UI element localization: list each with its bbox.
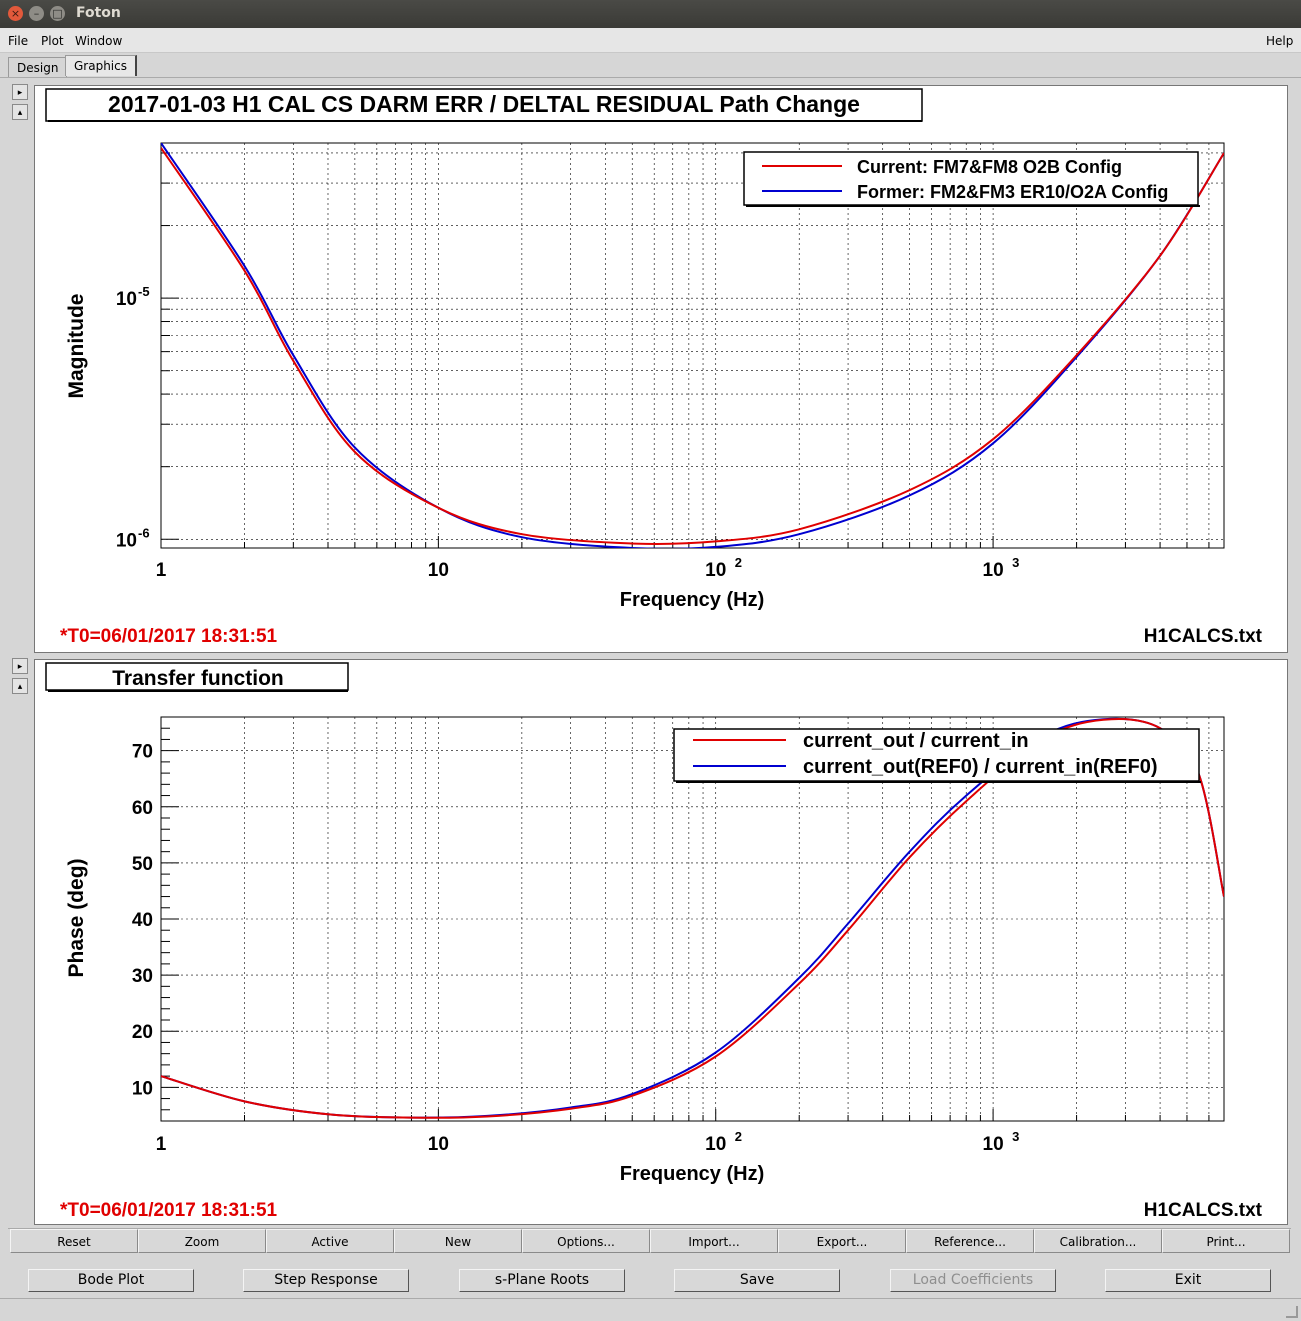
plot2-legend <box>673 728 1200 782</box>
window-title: Foton <box>76 5 121 21</box>
plot2-grid <box>160 716 1224 1121</box>
y-tick-label: 10 <box>132 1078 153 1099</box>
x-tick-exponent: 2 <box>735 555 742 570</box>
reference-button[interactable]: Reference... <box>906 1229 1034 1253</box>
plot2-filename: H1CALCS.txt <box>1144 1200 1263 1221</box>
calibration-button[interactable]: Calibration... <box>1034 1229 1162 1253</box>
menu-help[interactable]: Help <box>1266 34 1294 48</box>
plot1-lines <box>161 143 1224 548</box>
options-button[interactable]: Options... <box>522 1229 650 1253</box>
expand-right-icon[interactable]: ▸ <box>12 84 28 100</box>
status-bar <box>0 1298 1301 1321</box>
plot1-t0: *T0=06/01/2017 18:31:51 <box>60 626 278 647</box>
magnitude-plot-canvas[interactable]: 2017-01-03 H1 CAL CS DARM ERR / DELTAL R… <box>34 85 1288 653</box>
series-line <box>161 718 1224 1119</box>
menu-plot[interactable]: Plot <box>41 34 64 48</box>
tab-design[interactable]: Design <box>8 57 68 78</box>
tab-bar: Design Graphics <box>0 53 1301 78</box>
collapse-up-icon[interactable]: ▴ <box>12 678 28 694</box>
step-response-button[interactable]: Step Response <box>243 1269 409 1292</box>
y-tick-label: 20 <box>132 1022 153 1043</box>
x-tick-label: 10 <box>705 560 726 581</box>
x-tick-label: 10 <box>983 1134 1004 1155</box>
collapse-up-icon[interactable]: ▴ <box>12 104 28 120</box>
save-button[interactable]: Save <box>674 1269 840 1292</box>
y-tick-exponent: -5 <box>138 284 150 299</box>
plot1-xlabel: Frequency (Hz) <box>620 589 764 611</box>
y-tick-label: 50 <box>132 854 153 875</box>
x-tick-label: 10 <box>705 1134 726 1155</box>
exit-button[interactable]: Exit <box>1105 1269 1271 1292</box>
y-tick-exponent: -6 <box>138 525 150 540</box>
plot1-ylabel: Magnitude <box>65 294 88 399</box>
x-tick-label: 10 <box>983 560 1004 581</box>
export-button[interactable]: Export... <box>778 1229 906 1253</box>
y-tick-label: 70 <box>132 742 153 763</box>
phase-plot-canvas[interactable]: Transfer function 1 10 10 2 10 3 70 60 50 40 30 20… <box>34 659 1288 1225</box>
series-line <box>161 143 1224 548</box>
y-tick-label: 10 <box>116 530 137 551</box>
legend-former-label: Former: FM2&FM3 ER10/O2A Config <box>857 182 1168 202</box>
plot2-ylabel: Phase (deg) <box>65 858 88 977</box>
plot2-frame <box>160 716 1225 1122</box>
plot1-grid <box>160 143 1224 548</box>
print-button[interactable]: Print... <box>1162 1229 1290 1253</box>
y-tick-label: 30 <box>132 966 153 987</box>
minimize-icon[interactable]: – <box>29 6 44 21</box>
x-tick-label: 1 <box>156 560 167 581</box>
plot2-y-ticks: 70 60 50 40 30 20 10 <box>132 742 153 1100</box>
graphics-pane: ▸ ▴ ▸ ▴ 2017-01-03 H1 CAL CS DARM ERR / … <box>0 77 1301 1226</box>
bode-plot-button[interactable]: Bode Plot <box>28 1269 194 1292</box>
legend-current-label: Current: FM7&FM8 O2B Config <box>857 157 1122 177</box>
expand-right-icon[interactable]: ▸ <box>12 658 28 674</box>
maximize-icon[interactable]: □ <box>50 6 65 21</box>
import-button[interactable]: Import... <box>650 1229 778 1253</box>
plot2-title: Transfer function <box>112 667 284 690</box>
phase-plot: Transfer function 1 10 10 2 10 3 70 60 50 40 30 20… <box>45 662 1263 1221</box>
x-tick-label: 1 <box>156 1134 167 1155</box>
resize-grip-icon[interactable] <box>1286 1306 1298 1318</box>
x-tick-label: 10 <box>428 1134 449 1155</box>
x-tick-exponent: 3 <box>1012 1129 1019 1144</box>
plot1-title-box <box>45 88 923 122</box>
magnitude-plot: 2017-01-03 H1 CAL CS DARM ERR / DELTAL R… <box>45 88 1263 647</box>
legend-ref0-label: current_out(REF0) / current_in(REF0) <box>803 756 1157 778</box>
plot1-filename: H1CALCS.txt <box>1144 626 1263 647</box>
load-coefficients-button[interactable]: Load Coefficients <box>890 1269 1056 1292</box>
plot2-xlabel: Frequency (Hz) <box>620 1163 764 1185</box>
legend-current-out-label: current_out / current_in <box>803 730 1029 752</box>
reset-button[interactable]: Reset <box>10 1229 138 1253</box>
tab-graphics[interactable]: Graphics <box>65 55 137 76</box>
y-tick-label: 40 <box>132 910 153 931</box>
x-tick-label: 10 <box>428 560 449 581</box>
plot1-x-ticks: 1 10 10 2 10 3 <box>156 555 1020 581</box>
plot1-y-ticks: 10-510-6 <box>116 284 150 551</box>
menu-bar: File Plot Window Help <box>0 28 1301 53</box>
y-tick-label: 10 <box>116 289 137 310</box>
plot2-x-ticks: 1 10 10 2 10 3 <box>156 1129 1020 1155</box>
close-icon[interactable]: × <box>8 6 23 21</box>
plot1-title: 2017-01-03 H1 CAL CS DARM ERR / DELTAL R… <box>108 91 860 117</box>
x-tick-exponent: 3 <box>1012 555 1019 570</box>
plot-toolbar: Reset Zoom Active New Options... Import.… <box>8 1228 1291 1255</box>
plot1-legend <box>743 151 1199 206</box>
series-line <box>161 147 1224 546</box>
window-titlebar: × – □ Foton <box>0 0 1301 28</box>
menu-file[interactable]: File <box>8 34 29 48</box>
menu-window[interactable]: Window <box>75 34 123 48</box>
x-tick-exponent: 2 <box>735 1129 742 1144</box>
active-button[interactable]: Active <box>266 1229 394 1253</box>
plot2-t0: *T0=06/01/2017 18:31:51 <box>60 1200 278 1221</box>
zoom-button[interactable]: Zoom <box>138 1229 266 1253</box>
plot2-lines <box>161 717 1224 1119</box>
new-button[interactable]: New <box>394 1229 522 1253</box>
s-plane-roots-button[interactable]: s-Plane Roots <box>459 1269 625 1292</box>
y-tick-label: 60 <box>132 798 153 819</box>
